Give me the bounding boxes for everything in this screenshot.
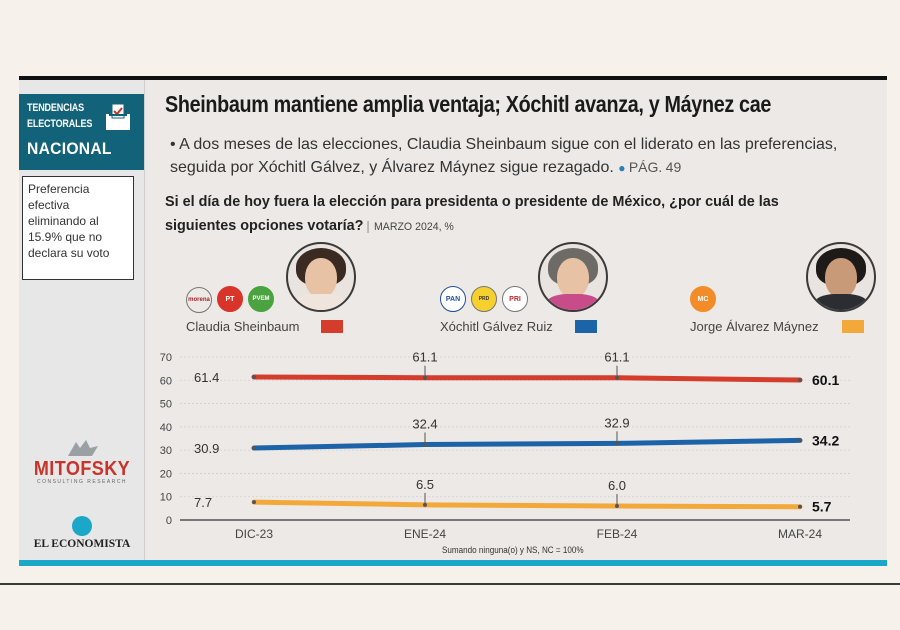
globe-icon (72, 516, 92, 536)
y-tick-label: 50 (160, 399, 172, 411)
chart-footnote: Sumando ninguna(o) y NS, NC = 100% (442, 545, 584, 555)
bottom-accent-bar (19, 560, 887, 566)
y-tick-label: 70 (160, 352, 172, 364)
legend-swatch-galvez (575, 320, 597, 333)
pri-logo: PRI (502, 286, 528, 312)
y-tick-label: 40 (160, 422, 172, 434)
x-tick-label: MAR-24 (778, 527, 822, 541)
data-point (798, 504, 802, 509)
maynez-photo (806, 242, 876, 312)
data-label: 60.1 (812, 372, 839, 388)
page-ref-label: PÁG. (628, 159, 663, 175)
mitofsky-wordmark: MITOFSKY (33, 458, 131, 480)
y-tick-label: 0 (166, 515, 172, 527)
pan-logo: PAN (440, 286, 466, 312)
infographic-frame (19, 76, 887, 564)
survey-date: MARZO 2024, % (367, 221, 454, 233)
methodology-note: Preferencia efectiva eliminando al 15.9%… (22, 176, 134, 280)
data-label: 7.7 (194, 495, 212, 510)
data-label: 6.0 (608, 478, 626, 493)
series-line (251, 499, 803, 510)
y-tick-label: 20 (160, 468, 172, 480)
summary-text: A dos meses de las elecciones, Claudia S… (170, 136, 838, 176)
galvez-photo (538, 242, 608, 312)
mc-logo: MC (690, 286, 716, 312)
series-line (251, 437, 803, 451)
data-label: 30.9 (194, 441, 219, 456)
top-rule (19, 76, 887, 80)
legend-swatch-sheinbaum (321, 320, 343, 333)
pvem-logo: PVEM (248, 286, 274, 312)
data-label: 61.4 (194, 370, 219, 385)
sheinbaum-photo (286, 242, 356, 312)
fox-icon (68, 440, 98, 456)
series-line (251, 374, 803, 383)
data-label: 32.9 (604, 415, 629, 430)
candidate-name-sheinbaum: Claudia Sheinbaum (186, 319, 300, 334)
data-label: 61.1 (604, 350, 629, 365)
page-ref: ● PÁG. 49 (618, 159, 682, 175)
x-tick-label: ENE-24 (404, 527, 446, 541)
x-tick-label: FEB-24 (597, 527, 638, 541)
ballot-box-icon (106, 103, 130, 130)
candidate-name-galvez: Xóchitl Gálvez Ruiz (440, 319, 553, 334)
pt-logo: PT (217, 286, 243, 312)
legend-swatch-maynez (842, 320, 864, 333)
badge-line-3: NACIONAL (27, 139, 112, 158)
data-label: 32.4 (412, 417, 437, 432)
y-tick-label: 30 (160, 445, 172, 457)
headline: Sheinbaum mantiene amplia ventaja; Xóchi… (165, 91, 772, 117)
data-point (252, 446, 256, 451)
page-ref-num: 49 (665, 159, 682, 175)
badge-line-2: ELECTORALES (27, 118, 93, 130)
sidebar: TENDENCIAS ELECTORALES NACIONAL Preferen… (19, 80, 145, 560)
mitofsky-tagline: CONSULTING RESEARCH (36, 479, 128, 485)
data-point (798, 438, 802, 443)
data-label: 61.1 (412, 350, 437, 365)
y-tick-label: 60 (160, 375, 172, 387)
question-text: Si el día de hoy fuera la elección para … (165, 193, 779, 234)
el-economista-logo: EL ECONOMISTA (23, 516, 141, 550)
badge-line-1: TENDENCIAS (27, 102, 85, 114)
mitofsky-logo: MITOFSKY CONSULTING RESEARCH (26, 440, 138, 485)
data-label: 34.2 (812, 432, 839, 448)
morena-logo: morena (186, 287, 212, 313)
section-badge: TENDENCIAS ELECTORALES NACIONAL (19, 94, 144, 170)
el-economista-wordmark: EL ECONOMISTA (33, 538, 131, 550)
summary: • A dos meses de las elecciones, Claudia… (170, 136, 838, 176)
candidate-name-maynez: Jorge Álvarez Máynez (690, 319, 819, 334)
data-label: 5.7 (812, 499, 832, 515)
data-point (798, 378, 802, 383)
x-tick-label: DIC-23 (235, 527, 273, 541)
data-label: 6.5 (416, 477, 434, 492)
poll-question: Si el día de hoy fuera la elección para … (165, 190, 837, 239)
data-point (252, 500, 256, 505)
y-tick-label: 10 (160, 492, 172, 504)
data-point (252, 375, 256, 380)
prd-logo: PRD (471, 286, 497, 312)
page-rule (0, 583, 900, 585)
